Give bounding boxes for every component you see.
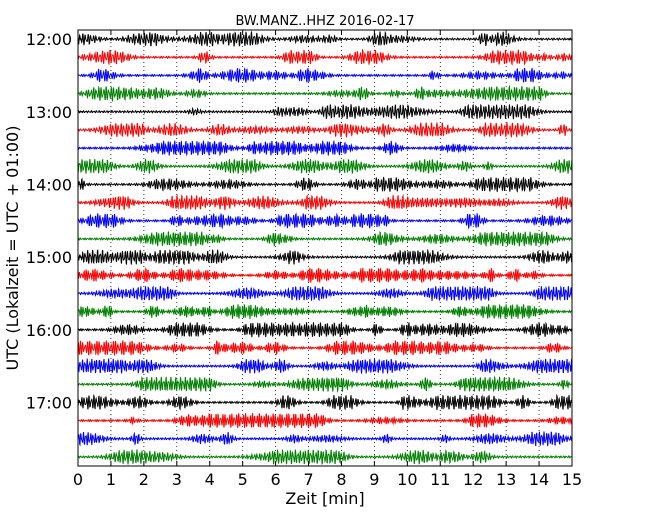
trace-1400 (77, 176, 573, 193)
plot-frame (77, 29, 573, 467)
x-tick-label: 0 (73, 470, 83, 489)
trace-1245 (77, 84, 573, 103)
x-axis-label: Zeit [min] (285, 489, 364, 508)
trace-1700 (77, 393, 573, 411)
trace-1445 (77, 230, 573, 248)
y-tick-label: 13:00 (26, 103, 72, 122)
trace-1745 (77, 448, 573, 465)
trace-1200 (77, 30, 573, 47)
y-axis: 12:00 13:00 14:00 15:00 16:00 17:00 (26, 30, 572, 412)
x-tick-label: 14 (529, 470, 549, 489)
x-axis: 0 1 2 3 4 5 6 7 8 9 10 11 12 13 14 15 (73, 30, 582, 489)
grid (110, 30, 540, 466)
y-tick-label: 15:00 (26, 248, 72, 267)
trace-1545 (77, 303, 573, 320)
y-tick-label: 16:00 (26, 321, 72, 340)
trace-1730 (77, 431, 573, 447)
y-tick-label: 12:00 (26, 30, 72, 49)
trace-1415 (77, 193, 573, 211)
x-tick-label: 15 (562, 470, 582, 489)
x-tick-label: 9 (369, 470, 379, 489)
trace-1645 (77, 375, 573, 393)
trace-1500 (77, 248, 573, 266)
x-tick-label: 5 (238, 470, 248, 489)
trace-1615 (77, 339, 573, 356)
trace-1530 (77, 285, 573, 302)
traces (77, 30, 573, 465)
chart-title: BW.MANZ..HHZ 2016-02-17 (235, 14, 414, 29)
x-tick-label: 13 (496, 470, 516, 489)
x-tick-label: 4 (205, 470, 215, 489)
trace-1430 (77, 212, 573, 230)
trace-1300 (77, 103, 573, 120)
trace-1630 (77, 358, 573, 375)
x-tick-label: 7 (303, 470, 313, 489)
trace-1315 (77, 121, 573, 139)
trace-1345 (77, 158, 573, 175)
trace-1600 (77, 320, 573, 338)
trace-1230 (77, 67, 573, 83)
x-tick-label: 3 (172, 470, 182, 489)
x-tick-label: 10 (397, 470, 417, 489)
x-tick-label: 6 (271, 470, 281, 489)
x-tick-label: 11 (430, 470, 450, 489)
x-tick-label: 2 (139, 470, 149, 489)
x-tick-label: 1 (106, 470, 116, 489)
trace-1515 (77, 266, 573, 284)
x-tick-label: 12 (463, 470, 483, 489)
y-tick-label: 17:00 (26, 393, 72, 412)
x-tick-label: 8 (336, 470, 346, 489)
y-tick-label: 14:00 (26, 175, 72, 194)
trace-1715 (77, 412, 573, 429)
y-axis-label: UTC (Lokalzeit = UTC + 01:00) (3, 126, 22, 371)
trace-1215 (77, 48, 573, 66)
trace-1330 (77, 140, 573, 157)
